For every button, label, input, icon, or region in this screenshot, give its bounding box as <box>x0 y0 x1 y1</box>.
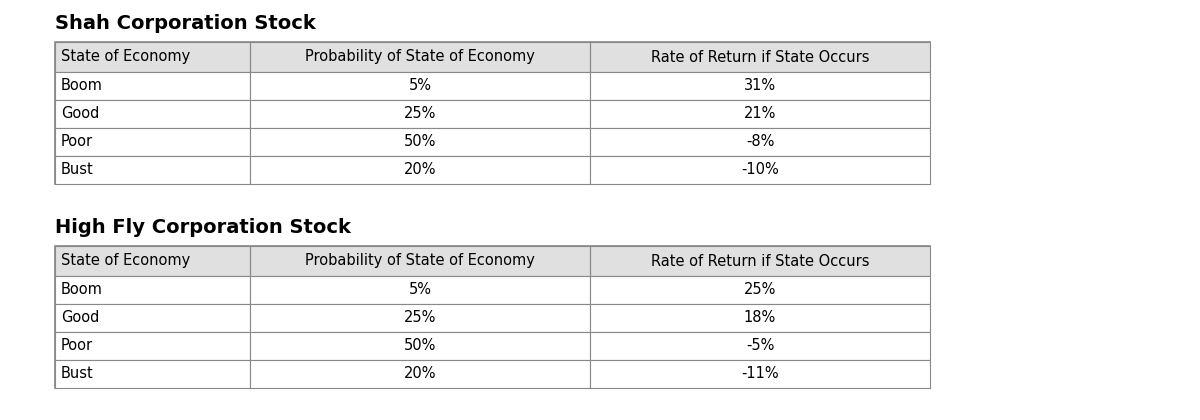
Text: 5%: 5% <box>408 283 432 297</box>
Text: -11%: -11% <box>742 367 779 381</box>
Text: 25%: 25% <box>404 107 436 121</box>
Text: 5%: 5% <box>408 79 432 94</box>
Bar <box>55 276 250 304</box>
Bar <box>250 246 590 276</box>
Text: 50%: 50% <box>404 339 436 354</box>
Text: Poor: Poor <box>61 134 94 150</box>
Text: Rate of Return if State Occurs: Rate of Return if State Occurs <box>650 254 869 268</box>
Bar <box>590 156 930 184</box>
Text: High Fly Corporation Stock: High Fly Corporation Stock <box>55 218 350 237</box>
Bar <box>250 276 590 304</box>
Text: Probability of State of Economy: Probability of State of Economy <box>305 50 535 65</box>
Bar <box>590 246 930 276</box>
Bar <box>55 42 930 72</box>
Text: -8%: -8% <box>746 134 774 150</box>
Bar <box>590 332 930 360</box>
Bar <box>55 42 250 72</box>
Bar <box>250 128 590 156</box>
Text: 25%: 25% <box>744 283 776 297</box>
Bar <box>590 100 930 128</box>
Text: Bust: Bust <box>61 367 94 381</box>
Bar <box>55 246 250 276</box>
Text: 25%: 25% <box>404 310 436 326</box>
Text: Shah Corporation Stock: Shah Corporation Stock <box>55 14 316 33</box>
Bar <box>590 304 930 332</box>
Text: Good: Good <box>61 107 100 121</box>
Text: Boom: Boom <box>61 283 103 297</box>
Text: Poor: Poor <box>61 339 94 354</box>
Bar <box>590 72 930 100</box>
Text: 20%: 20% <box>403 163 437 178</box>
Bar <box>55 246 930 276</box>
Text: 20%: 20% <box>403 367 437 381</box>
Text: State of Economy: State of Economy <box>61 50 191 65</box>
Text: Rate of Return if State Occurs: Rate of Return if State Occurs <box>650 50 869 65</box>
Text: Bust: Bust <box>61 163 94 178</box>
Bar <box>590 276 930 304</box>
Bar <box>250 332 590 360</box>
Bar <box>55 304 250 332</box>
Text: 31%: 31% <box>744 79 776 94</box>
Text: 18%: 18% <box>744 310 776 326</box>
Text: Probability of State of Economy: Probability of State of Economy <box>305 254 535 268</box>
Bar <box>55 100 250 128</box>
Bar <box>590 42 930 72</box>
Text: 50%: 50% <box>404 134 436 150</box>
Text: -5%: -5% <box>746 339 774 354</box>
Bar <box>590 128 930 156</box>
Bar <box>55 156 250 184</box>
Bar <box>55 360 250 388</box>
Bar <box>55 42 930 184</box>
Bar <box>250 100 590 128</box>
Text: State of Economy: State of Economy <box>61 254 191 268</box>
Bar <box>250 360 590 388</box>
Text: Good: Good <box>61 310 100 326</box>
Bar <box>250 42 590 72</box>
Bar <box>250 304 590 332</box>
Text: Boom: Boom <box>61 79 103 94</box>
Text: 21%: 21% <box>744 107 776 121</box>
Bar <box>250 156 590 184</box>
Text: -10%: -10% <box>742 163 779 178</box>
Bar <box>55 332 250 360</box>
Bar <box>55 128 250 156</box>
Bar <box>590 360 930 388</box>
Bar <box>55 72 250 100</box>
Bar <box>250 72 590 100</box>
Bar <box>55 246 930 388</box>
